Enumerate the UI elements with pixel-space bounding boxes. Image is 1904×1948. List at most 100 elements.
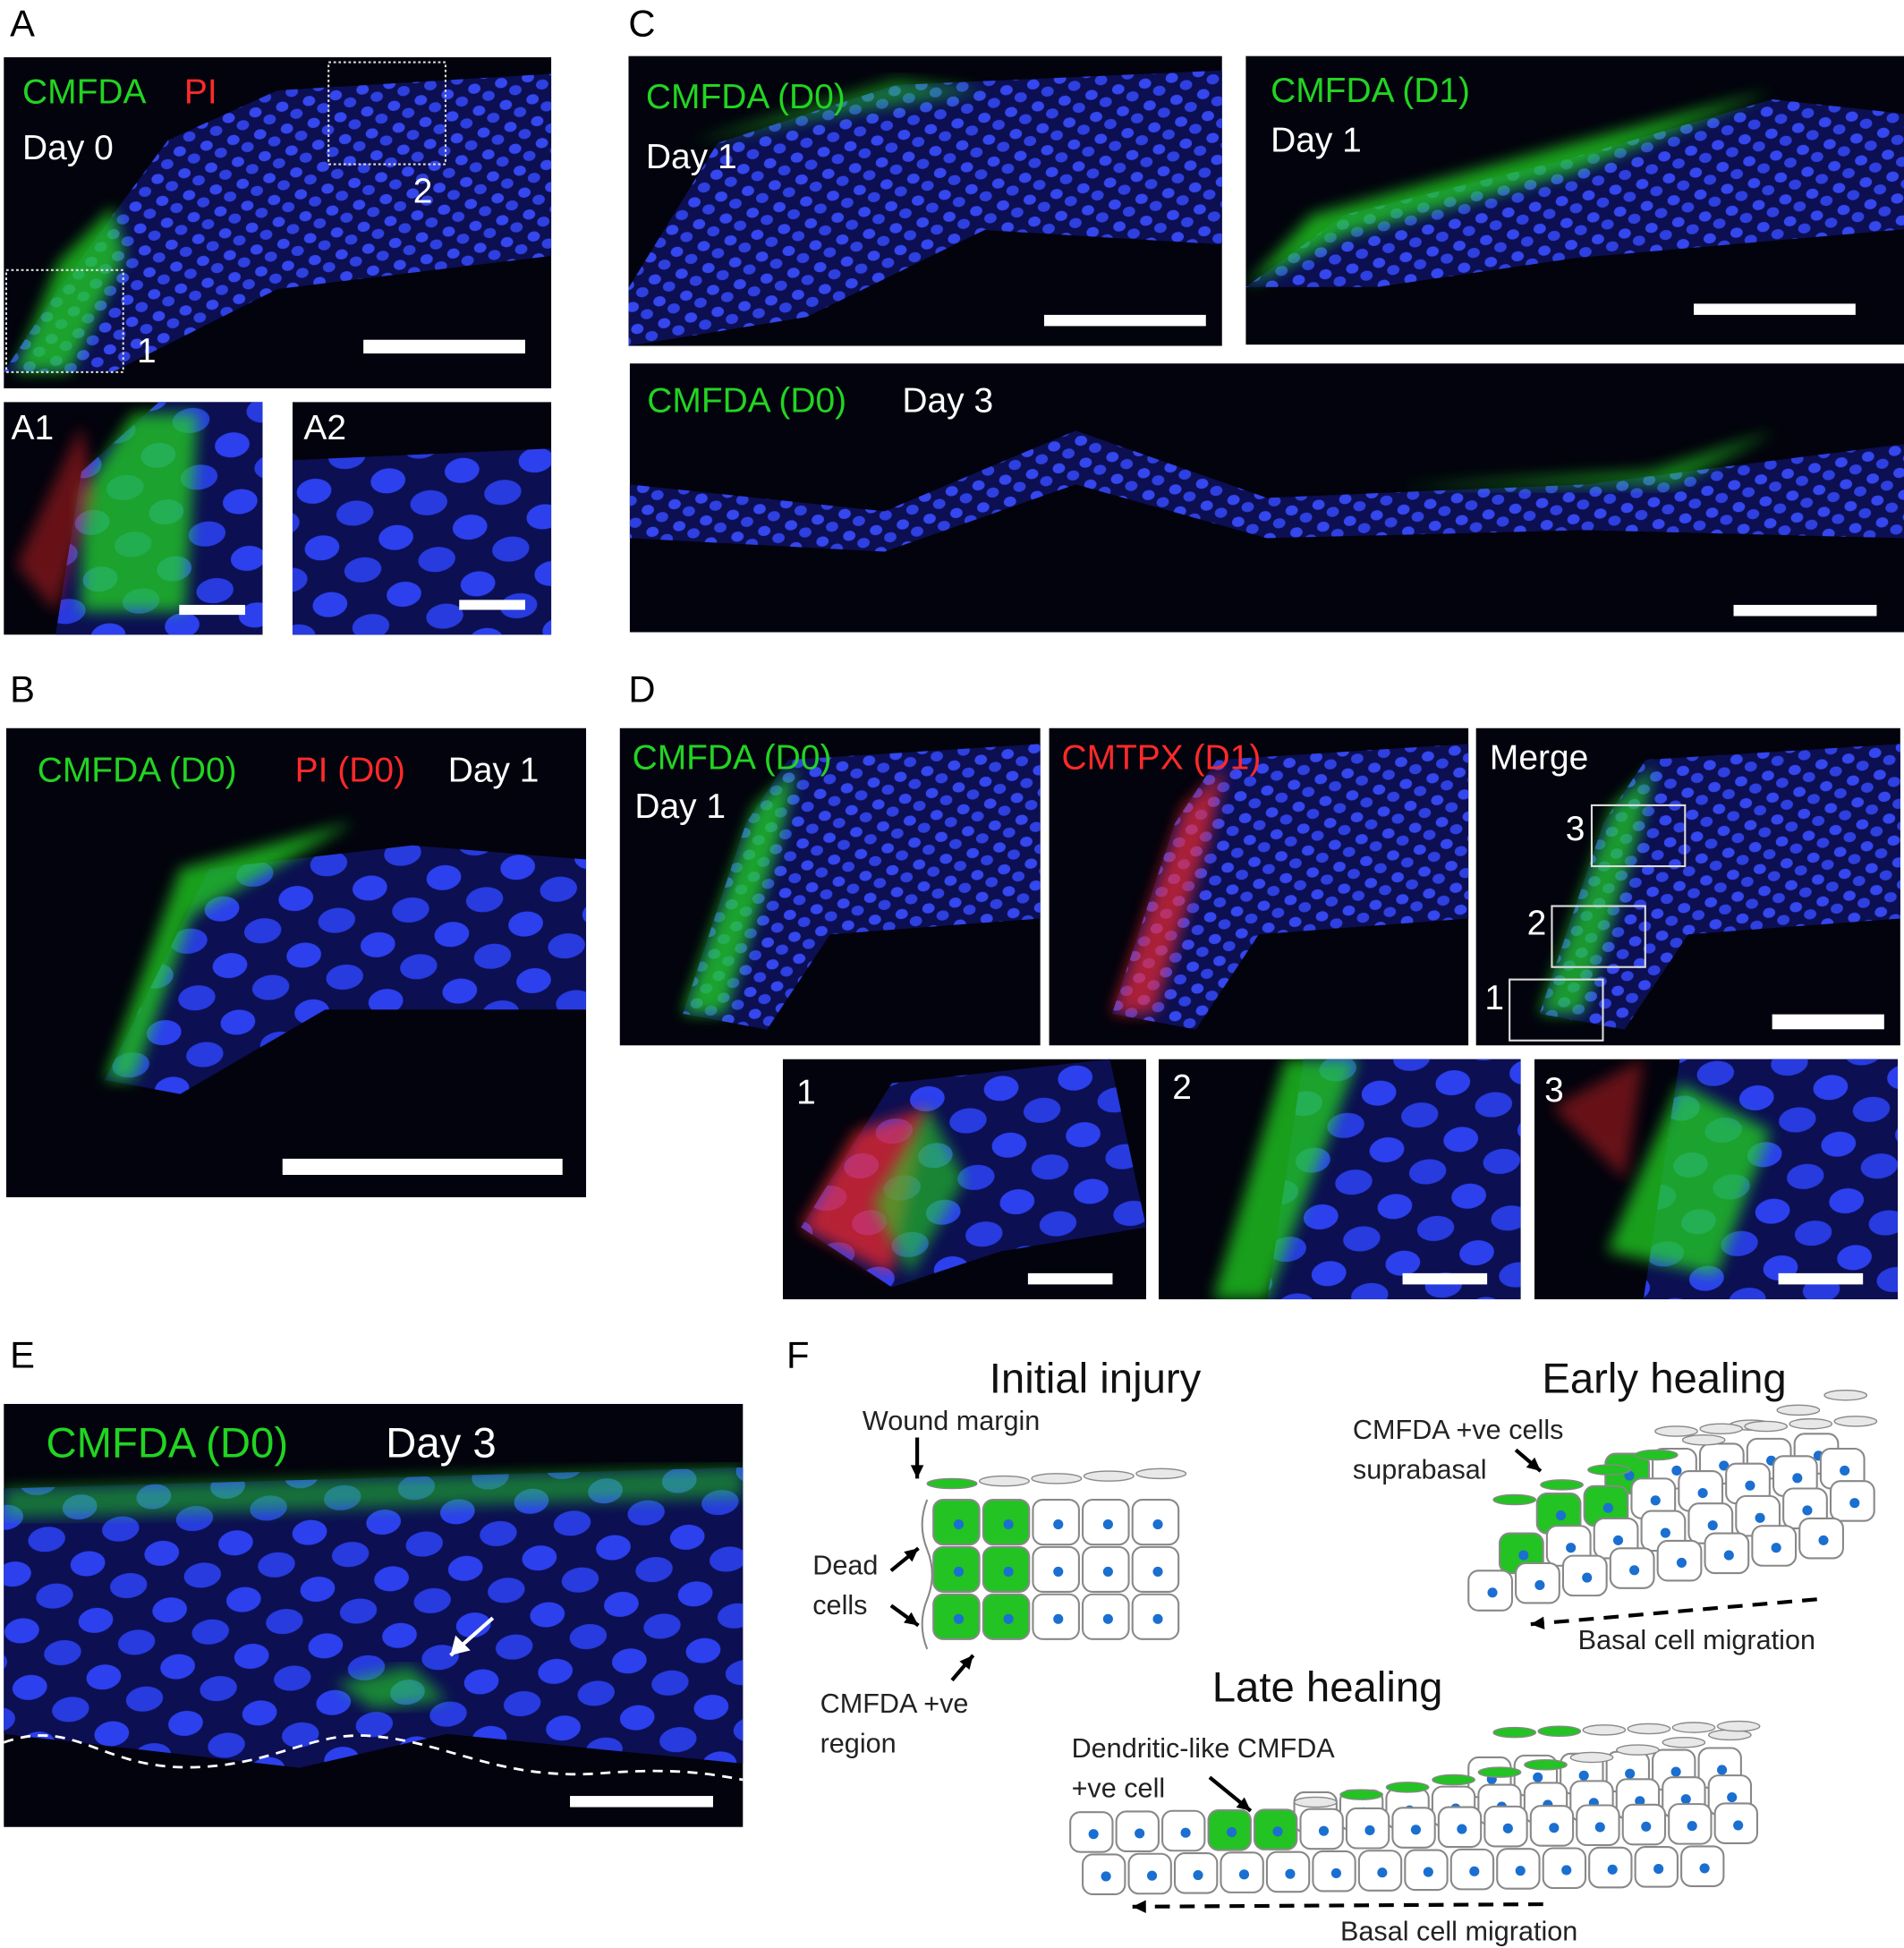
inset-box xyxy=(1590,804,1687,868)
cell xyxy=(1751,1525,1798,1567)
wound-edge xyxy=(921,1499,933,1650)
cell xyxy=(1207,1809,1252,1851)
cell xyxy=(1082,1545,1130,1594)
cell xyxy=(1680,1845,1725,1887)
nucleus-dot xyxy=(1771,1543,1781,1553)
c2-day-label: Day 1 xyxy=(1271,120,1362,160)
cell xyxy=(1634,1846,1679,1888)
a-box1-label: 1 xyxy=(136,330,157,370)
f-dead-1: Dead xyxy=(812,1549,879,1581)
squame-cell xyxy=(1540,1479,1584,1491)
panel-label-e: E xyxy=(10,1335,35,1377)
nucleus-dot xyxy=(1582,1572,1593,1583)
cell xyxy=(1032,1498,1080,1546)
cell xyxy=(1131,1545,1180,1594)
f-late-migration: Basal cell migration xyxy=(1339,1915,1578,1947)
nucleus-dot xyxy=(1410,1825,1421,1835)
squame-cell xyxy=(1537,1725,1582,1738)
arrowhead-icon xyxy=(959,1655,973,1671)
f-early-title: Early healing xyxy=(1542,1355,1787,1403)
arrowhead-icon xyxy=(1530,1616,1545,1630)
nucleus-dot xyxy=(1727,1792,1738,1803)
cell xyxy=(1496,1848,1541,1890)
scale-bar xyxy=(1402,1272,1488,1285)
green-signal xyxy=(4,1467,744,1518)
cell xyxy=(1069,1811,1114,1853)
nucleus-dot xyxy=(1152,1519,1163,1530)
cell xyxy=(1437,1806,1483,1849)
squame-cell xyxy=(1524,1759,1568,1771)
panel-d1-image xyxy=(619,727,1041,1046)
green-signal xyxy=(1607,1083,1771,1276)
cell xyxy=(1404,1849,1449,1892)
cell xyxy=(1798,1517,1844,1560)
cell xyxy=(1082,1593,1130,1640)
cell xyxy=(982,1593,1031,1640)
cell xyxy=(1583,1484,1629,1527)
nucleus-dot xyxy=(1653,1864,1664,1875)
panel-d2-image xyxy=(1049,727,1469,1046)
nucleus-dot xyxy=(1792,1473,1803,1484)
panel-d-inset3-image xyxy=(1534,1059,1899,1300)
squame-cell xyxy=(1492,1493,1537,1506)
cell xyxy=(932,1545,981,1594)
squame-cell xyxy=(1833,1416,1878,1427)
cell xyxy=(1032,1545,1080,1594)
nucleus-dot xyxy=(1238,1869,1250,1880)
panel-b-image xyxy=(5,727,587,1198)
cell xyxy=(1115,1810,1160,1853)
nucleus-dot xyxy=(1193,1869,1203,1881)
green-signal xyxy=(105,821,354,1080)
arrowhead-icon xyxy=(1236,1797,1251,1811)
cell xyxy=(1656,1539,1703,1582)
green-signal xyxy=(1245,90,1772,287)
nucleus-dot xyxy=(1676,1557,1687,1568)
nucleus-dot xyxy=(1607,1864,1618,1875)
d-inset1-label: 1 xyxy=(796,1072,816,1112)
nucleus-dot xyxy=(1635,1796,1645,1807)
nucleus-dot xyxy=(1660,1527,1670,1538)
nucleus-dot xyxy=(1561,1865,1572,1876)
e-day-label: Day 3 xyxy=(386,1420,497,1467)
cell xyxy=(1668,1803,1713,1845)
f-initial-title: Initial injury xyxy=(989,1355,1202,1403)
nucleus-dot xyxy=(1534,1579,1545,1591)
panel-label-a: A xyxy=(10,4,35,46)
cell xyxy=(1253,1808,1298,1850)
nucleus-dot xyxy=(1272,1826,1283,1837)
nucleus-dot xyxy=(1515,1866,1526,1876)
b-pi-label: PI (D0) xyxy=(294,750,405,789)
squame-cell xyxy=(1587,1464,1631,1476)
cell xyxy=(1220,1851,1264,1893)
cell xyxy=(932,1593,981,1640)
green-signal xyxy=(1212,1059,1358,1300)
scale-bar xyxy=(1772,1014,1884,1030)
squame-cell xyxy=(1339,1789,1383,1800)
nucleus-dot xyxy=(1533,1772,1543,1782)
squame-cell xyxy=(1823,1389,1868,1401)
panel-label-b: B xyxy=(10,669,35,711)
panel-d-inset1-image xyxy=(782,1059,1147,1300)
scale-bar xyxy=(1733,604,1877,617)
b-day-label: Day 1 xyxy=(447,750,540,789)
nucleus-dot xyxy=(1502,1823,1513,1833)
f-early-cells-1: CMFDA +ve cells xyxy=(1352,1414,1564,1445)
green-signal xyxy=(81,413,199,612)
nucleus-dot xyxy=(1650,1495,1661,1506)
nucleus-dot xyxy=(1680,1794,1691,1805)
migration-arrow-icon xyxy=(1530,1597,1817,1627)
panel-e-image xyxy=(4,1403,744,1827)
nucleus-dot xyxy=(1578,1770,1589,1781)
red-signal xyxy=(1111,766,1226,1014)
scale-bar xyxy=(1694,303,1856,315)
squame-cell xyxy=(1293,1796,1338,1808)
nucleus-dot xyxy=(1180,1827,1191,1838)
arrowhead-icon xyxy=(904,1548,919,1562)
nucleus-dot xyxy=(1318,1825,1330,1836)
nucleus-dot xyxy=(1723,1550,1734,1561)
nucleus-dot xyxy=(1003,1566,1014,1577)
squame-cell xyxy=(1582,1724,1627,1736)
cell xyxy=(1082,1853,1126,1895)
nucleus-dot xyxy=(1555,1510,1567,1521)
